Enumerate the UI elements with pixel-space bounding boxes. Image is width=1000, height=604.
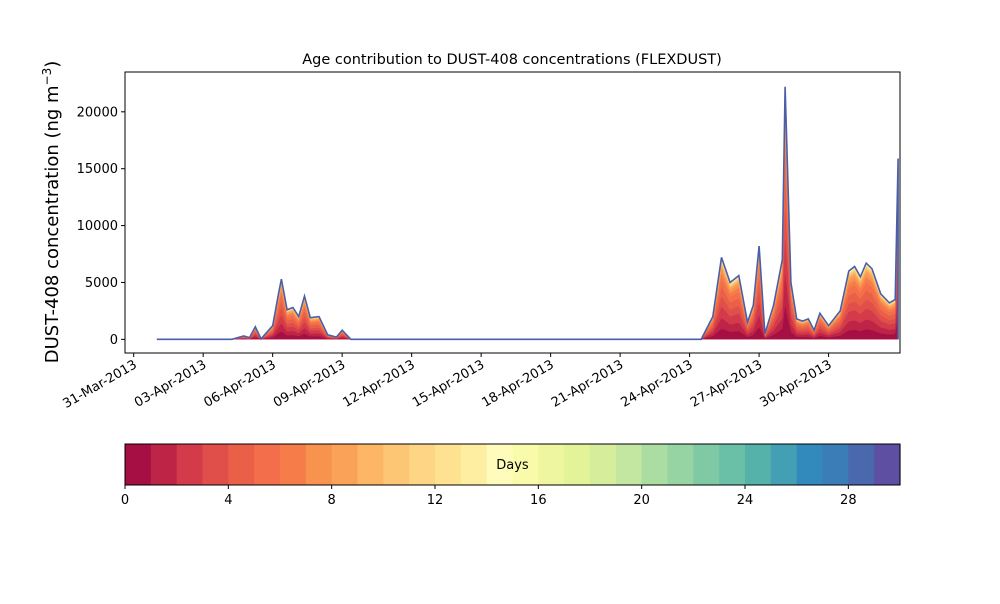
plot-frame bbox=[124, 71, 901, 354]
colorbar-swatch bbox=[280, 444, 307, 485]
total-concentration-line bbox=[156, 86, 899, 341]
colorbar-swatch bbox=[383, 444, 410, 485]
x-tick-label: 09-Apr-2013 bbox=[271, 357, 348, 410]
colorbar-swatch bbox=[357, 444, 384, 485]
colorbar-swatch bbox=[202, 444, 229, 485]
colorbar-swatch bbox=[667, 444, 694, 485]
colorbar-swatch bbox=[770, 444, 798, 485]
x-tick-label: 03-Apr-2013 bbox=[132, 357, 209, 410]
colorbar-swatch bbox=[305, 444, 333, 485]
colorbar-tick-label: 12 bbox=[427, 493, 444, 508]
y-axis-label-end: ) bbox=[42, 61, 63, 68]
colorbar-swatch bbox=[745, 444, 772, 485]
y-tick-label: 0 bbox=[110, 333, 118, 348]
x-axis: 31-Mar-201303-Apr-201306-Apr-201309-Apr-… bbox=[61, 353, 835, 412]
x-tick-label: 12-Apr-2013 bbox=[341, 357, 418, 410]
colorbar-swatch bbox=[228, 444, 255, 485]
colorbar-swatch bbox=[719, 444, 746, 485]
colorbar-swatch bbox=[693, 444, 720, 485]
y-tick-label: 5000 bbox=[85, 276, 118, 291]
colorbar-tick-label: 28 bbox=[840, 493, 857, 508]
colorbar-swatch bbox=[460, 444, 488, 485]
colorbar-tick-label: 16 bbox=[530, 493, 547, 508]
colorbar-swatch bbox=[538, 444, 565, 485]
chart-title: Age contribution to DUST-408 concentrati… bbox=[302, 52, 722, 68]
colorbar-swatch bbox=[331, 444, 359, 485]
colorbar-swatch bbox=[564, 444, 591, 485]
y-axis-label: DUST-408 concentration (ng m−3) bbox=[40, 61, 63, 364]
y-tick-label: 20000 bbox=[77, 105, 118, 120]
x-tick-label: 06-Apr-2013 bbox=[202, 357, 279, 410]
x-tick-label: 30-Apr-2013 bbox=[757, 357, 834, 410]
x-tick-label: 15-Apr-2013 bbox=[410, 357, 487, 410]
colorbar-swatch bbox=[848, 444, 875, 485]
colorbar-swatch bbox=[641, 444, 669, 485]
y-axis-label-main: DUST-408 concentration (ng m bbox=[42, 85, 63, 363]
colorbar-tick-label: 4 bbox=[224, 493, 232, 508]
colorbar-label: Days bbox=[496, 458, 529, 473]
x-tick-label: 24-Apr-2013 bbox=[618, 357, 695, 410]
colorbar-swatch bbox=[125, 444, 152, 485]
colorbar-swatch bbox=[822, 444, 849, 485]
colorbar-swatch bbox=[796, 444, 824, 485]
y-tick-label: 10000 bbox=[77, 219, 118, 234]
colorbar-swatch bbox=[874, 444, 901, 485]
colorbar-swatch bbox=[435, 444, 462, 485]
colorbar-swatch bbox=[409, 444, 436, 485]
colorbar-swatch bbox=[590, 444, 617, 485]
x-tick-label: 21-Apr-2013 bbox=[549, 357, 626, 410]
colorbar-tick-label: 0 bbox=[121, 493, 129, 508]
colorbar-tick-label: 20 bbox=[633, 493, 650, 508]
colorbar-swatch bbox=[150, 444, 178, 485]
colorbar-tick-label: 24 bbox=[737, 493, 754, 508]
colorbar: Days 0 4 8 12 16 20 24 28 bbox=[121, 443, 901, 508]
colorbar-swatch bbox=[512, 444, 539, 485]
colorbar-swatch bbox=[615, 444, 643, 485]
colorbar-tick-label: 8 bbox=[328, 493, 336, 508]
colorbar-swatch bbox=[176, 444, 204, 485]
y-axis: 0 5000 10000 15000 20000 bbox=[77, 105, 125, 348]
colorbar-swatch bbox=[486, 444, 514, 485]
colorbar-frame bbox=[124, 443, 901, 486]
y-axis-label-superscript: −3 bbox=[40, 68, 54, 86]
x-tick-label: 31-Mar-2013 bbox=[61, 357, 140, 411]
colorbar-swatch bbox=[254, 444, 281, 485]
plot-area bbox=[124, 71, 901, 354]
x-tick-label: 27-Apr-2013 bbox=[688, 357, 765, 410]
x-tick-label: 18-Apr-2013 bbox=[480, 357, 557, 410]
y-tick-label: 15000 bbox=[77, 162, 118, 177]
